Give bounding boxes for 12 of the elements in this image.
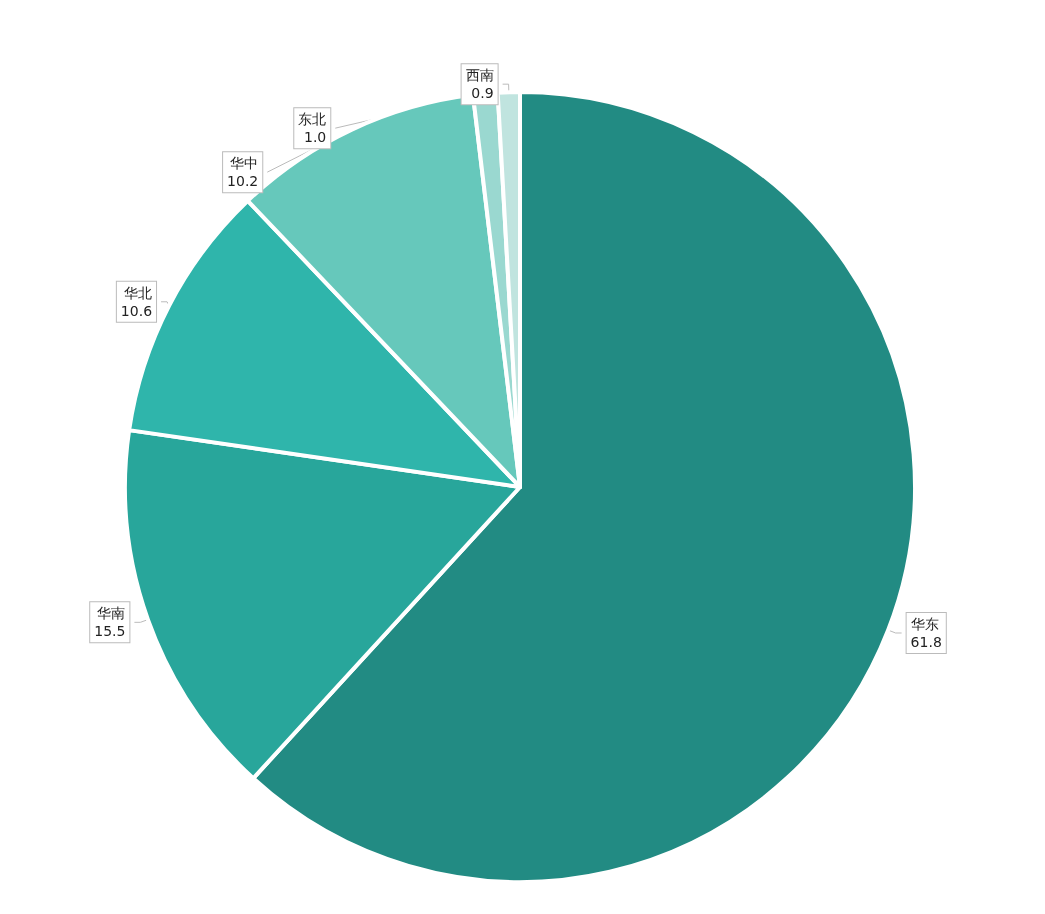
slice-label: 东北 bbox=[298, 111, 327, 128]
slice-label: 华北 bbox=[124, 284, 153, 301]
data-label: 15.5 bbox=[94, 623, 126, 640]
data-label: 0.9 bbox=[471, 85, 494, 102]
data-label: 1.0 bbox=[304, 129, 327, 146]
data-label: 10.2 bbox=[227, 173, 259, 190]
slice-label: 西南 bbox=[465, 67, 494, 84]
slice-label: 华南 bbox=[97, 605, 126, 622]
slice-label: 华东 bbox=[910, 616, 939, 632]
data-label: 61.8 bbox=[910, 634, 942, 650]
data-label: 10.6 bbox=[120, 302, 153, 319]
slice-label: 华中 bbox=[230, 155, 259, 172]
